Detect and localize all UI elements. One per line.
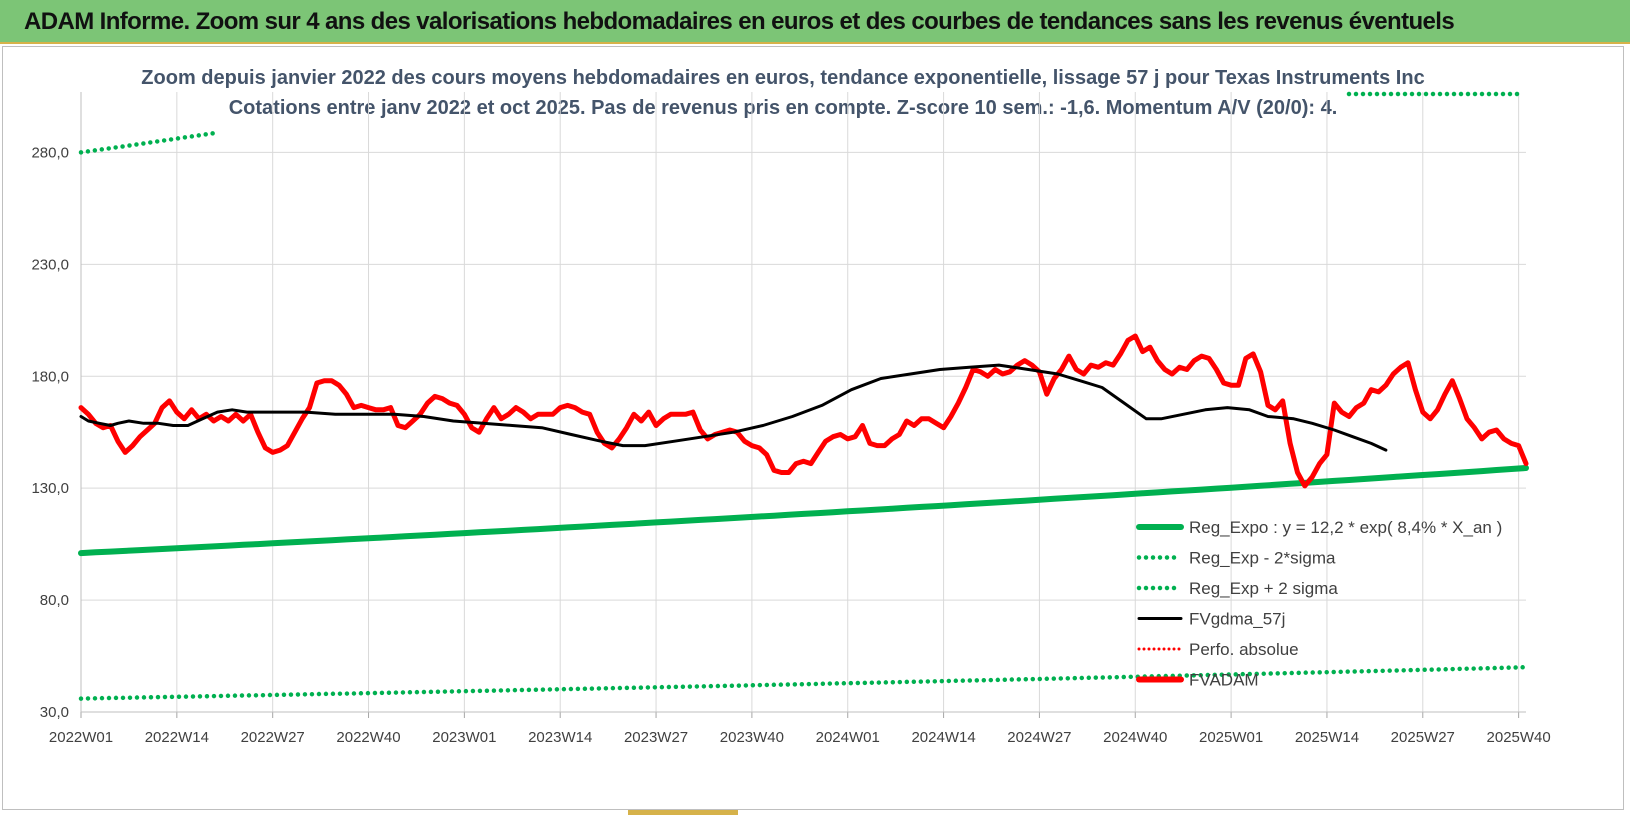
x-tick-label: 2022W40	[336, 729, 400, 746]
legend-label: Perfo. absolue	[1189, 640, 1299, 659]
chart-legend: Reg_Expo : y = 12,2 * exp( 8,4% * X_an )…	[1136, 518, 1502, 690]
gridlines	[80, 92, 1526, 713]
y-axis: 30,0 80,0 130,0 180,0 230,0 280,0	[31, 92, 82, 721]
x-tick-label: 2025W27	[1391, 729, 1455, 746]
y-tick-label: 280,0	[31, 144, 69, 161]
legend-label: FVgdma_57j	[1189, 610, 1285, 629]
y-tick-label: 30,0	[40, 704, 69, 721]
x-tick-label: 2023W40	[720, 729, 784, 746]
x-tick-label: 2022W27	[241, 729, 305, 746]
x-tick-label: 2024W14	[911, 729, 975, 746]
x-axis: 2022W01 2022W14 2022W27 2022W40 2023W01 2023W…	[49, 711, 1551, 746]
legend-label: Reg_Expo : y = 12,2 * exp( 8,4% * X_an )	[1189, 518, 1502, 537]
line-chart: Zoom depuis janvier 2022 des cours moyen…	[31, 67, 1551, 746]
chart-title: Zoom depuis janvier 2022 des cours moyen…	[141, 67, 1424, 89]
series-reg-exp-plus-2sigma	[78, 130, 216, 155]
y-tick-label: 130,0	[31, 480, 69, 497]
report-title: ADAM Informe. Zoom sur 4 ans des valoris…	[24, 8, 1455, 35]
legend-label: FVADAM	[1189, 671, 1259, 690]
x-tick-label: 2024W27	[1007, 729, 1071, 746]
y-tick-label: 180,0	[31, 368, 69, 385]
x-tick-label: 2022W14	[145, 729, 209, 746]
legend-label: Reg_Exp - 2*sigma	[1189, 549, 1336, 568]
x-tick-label: 2023W27	[624, 729, 688, 746]
report-header: ADAM Informe. Zoom sur 4 ans des valoris…	[0, 0, 1630, 44]
x-tick-label: 2024W01	[816, 729, 880, 746]
x-tick-label: 2025W40	[1487, 729, 1551, 746]
series-reg-expo	[78, 465, 1529, 557]
chart-frame: Zoom depuis janvier 2022 des cours moyen…	[2, 46, 1624, 810]
series-layer	[78, 91, 1529, 701]
y-tick-label: 230,0	[31, 256, 69, 273]
series-fvadam	[78, 333, 1529, 489]
chart-subtitle: Cotations entre janv 2022 et oct 2025. P…	[229, 97, 1338, 119]
x-tick-label: 2023W01	[432, 729, 496, 746]
y-tick-label: 80,0	[40, 592, 69, 609]
x-tick-label: 2023W14	[528, 729, 592, 746]
x-tick-label: 2022W01	[49, 729, 113, 746]
x-tick-label: 2024W40	[1103, 729, 1167, 746]
legend-label: Reg_Exp + 2 sigma	[1189, 579, 1338, 598]
bottom-accent-bar	[628, 810, 738, 815]
series-reg-exp-minus-2sigma	[78, 664, 1529, 701]
series-fvgdma-57j	[79, 363, 1388, 452]
x-tick-label: 2025W01	[1199, 729, 1263, 746]
x-tick-label: 2025W14	[1295, 729, 1359, 746]
